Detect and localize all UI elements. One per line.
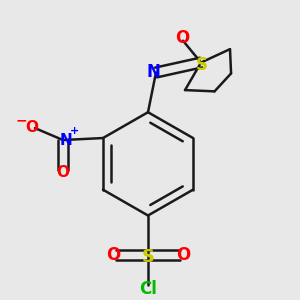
Text: S: S <box>196 56 208 74</box>
Text: N: N <box>60 133 72 148</box>
Text: −: − <box>15 113 27 127</box>
Text: +: + <box>70 126 80 136</box>
Text: O: O <box>26 120 38 135</box>
Text: O: O <box>176 246 190 264</box>
Text: O: O <box>175 29 189 47</box>
Text: Cl: Cl <box>139 280 157 298</box>
Text: N: N <box>146 64 160 82</box>
Text: S: S <box>142 248 154 266</box>
Text: O: O <box>56 165 70 180</box>
Text: O: O <box>106 246 120 264</box>
